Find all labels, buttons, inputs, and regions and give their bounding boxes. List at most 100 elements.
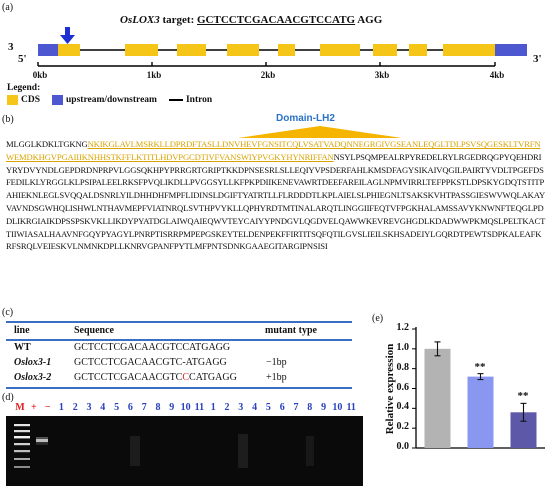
lane-label: 6 xyxy=(127,402,133,413)
y-tick-label: 0.8 xyxy=(396,361,410,373)
lane-label: 1 xyxy=(58,402,64,413)
lane-label: 9 xyxy=(169,402,175,413)
target-gene-name: OsLOX3 xyxy=(120,14,160,26)
sequence-domain-highlight: NKIKGLAVLMSRKLLDPRDFTASLLDNVHEVFGNSITCQL… xyxy=(6,139,541,162)
exon-4 xyxy=(227,44,259,56)
lane-label: 5 xyxy=(114,402,120,413)
bar xyxy=(467,376,494,448)
lane-label: 11 xyxy=(346,402,356,413)
y-tick-label: 0.0 xyxy=(396,441,410,452)
legend-item-upstream-downstream: upstream/downstream xyxy=(52,95,157,105)
gel-image xyxy=(6,416,363,486)
lane-label: 10 xyxy=(332,402,343,413)
legend-title: Legend: xyxy=(7,83,41,93)
tick-label: 1kb xyxy=(146,70,162,80)
left-strand-label: 5' xyxy=(18,53,27,65)
y-tick-label: 1.0 xyxy=(396,341,410,353)
domain-label: Domain-LH2 xyxy=(276,113,335,124)
downstream-region xyxy=(495,44,527,56)
strand-top-label: 3 xyxy=(8,41,14,53)
y-tick-label: 0.6 xyxy=(396,381,410,393)
target-site-arrow-icon xyxy=(60,27,75,44)
inserted-base: C xyxy=(182,372,190,383)
lane-label: 7 xyxy=(141,402,147,413)
upstream-region xyxy=(38,44,58,56)
sequence-part: CATGAGG xyxy=(189,372,237,383)
tick-label: 2kb xyxy=(260,70,276,80)
right-strand-label: 3' xyxy=(533,53,542,65)
row-wt-sequence: GCTCCTCGACAACGTCCATGAGG xyxy=(74,342,231,353)
lane-label: 3 xyxy=(238,402,244,413)
lane-label: 1 xyxy=(210,402,216,413)
lane-label: 10 xyxy=(180,402,191,413)
row-oslox3-1-line: Oslox3-1 xyxy=(14,357,52,368)
legend-cds-label: CDS xyxy=(21,95,41,105)
y-tick-label: 1.2 xyxy=(396,322,410,333)
lane-label: M xyxy=(15,402,25,413)
panel-c-label: (c) xyxy=(2,307,14,318)
target-title: OsLOX3 target: GCTCCTCGACAACGTCCATG AGG xyxy=(120,14,382,26)
target-sequence: GCTCCTCGACAACGTCCATG xyxy=(197,14,356,26)
legend-ud-label: upstream/downstream xyxy=(66,95,157,105)
panel-d-label: (d) xyxy=(2,392,14,403)
table-header-mutant-type: mutant type xyxy=(265,325,317,336)
lane-label: 3 xyxy=(86,402,92,413)
row-wt-line: WT xyxy=(14,342,31,353)
lane-label: 7 xyxy=(293,402,299,413)
tick-label: 3kb xyxy=(374,70,390,80)
domain-triangle xyxy=(238,126,402,138)
sequence-part: GCTCCTCGACAACGTC xyxy=(74,372,183,383)
exon-8 xyxy=(409,44,427,56)
row-oslox3-1-sequence: GCTCCTCGACAACGTC-ATGAGG xyxy=(74,357,227,368)
tick-label: 0kb xyxy=(32,70,48,80)
legend-item-intron: Intron xyxy=(168,95,213,105)
pam-sequence: AGG xyxy=(355,14,383,26)
panel-e-label: (e) xyxy=(372,313,384,324)
lane-label: 4 xyxy=(252,402,258,413)
significance-star: ** xyxy=(474,360,486,373)
table-header-sequence: Sequence xyxy=(74,325,114,336)
lane-label: 2 xyxy=(224,402,230,413)
exon-1 xyxy=(58,44,80,56)
row-oslox3-2-type: +1bp xyxy=(266,372,287,383)
lane-label: 11 xyxy=(194,402,205,413)
tick-label: 4kb xyxy=(489,70,505,80)
exon-2 xyxy=(125,44,158,56)
y-tick-label: 0.2 xyxy=(396,421,410,433)
legend-item-cds: CDS xyxy=(7,95,40,105)
intron-swatch xyxy=(168,99,183,101)
lane-label: 4 xyxy=(100,402,106,413)
table-header-rule xyxy=(6,339,352,341)
y-tick-label: 0.4 xyxy=(396,401,410,413)
table-top-rule xyxy=(6,321,352,323)
panel-a-label: (a) xyxy=(2,2,14,13)
legend-intron-label: Intron xyxy=(185,95,213,105)
legend: CDS upstream/downstream Intron xyxy=(7,95,212,105)
gene-structure-diagram xyxy=(37,27,527,67)
protein-sequence: MLGGLKDKLTGKNGNKIKGLAVLMSRKLLDPRDFTASLLD… xyxy=(6,138,546,253)
exon-6 xyxy=(320,44,360,56)
lane-label: 8 xyxy=(155,402,161,413)
target-word: target: xyxy=(159,14,197,26)
significance-star: ** xyxy=(517,390,529,403)
lane-label: 5 xyxy=(265,402,271,413)
sequence-remainder: NSYLPSQMPEALRPYREDELRYLRGEDRQGPYQEHDRIYR… xyxy=(6,151,546,252)
lane-label: 6 xyxy=(279,402,285,413)
exon-7 xyxy=(373,44,397,56)
lane-label: 2 xyxy=(72,402,78,413)
exon-3 xyxy=(177,44,206,56)
exon-5 xyxy=(278,44,295,56)
lane-label: 8 xyxy=(307,402,313,413)
lane-label: 9 xyxy=(321,402,327,413)
cds-swatch xyxy=(7,95,18,105)
row-oslox3-2-line: Oslox3-2 xyxy=(14,372,52,383)
table-bottom-rule xyxy=(6,387,352,389)
bar xyxy=(424,348,451,448)
lane-label: + xyxy=(30,402,37,413)
table-header-line: line xyxy=(14,325,30,336)
exon-9 xyxy=(443,44,495,56)
row-oslox3-1-type: −1bp xyxy=(266,357,287,368)
sequence-prefix: MLGGLKDKLTGKNG xyxy=(6,139,88,149)
lane-label: − xyxy=(44,402,51,413)
